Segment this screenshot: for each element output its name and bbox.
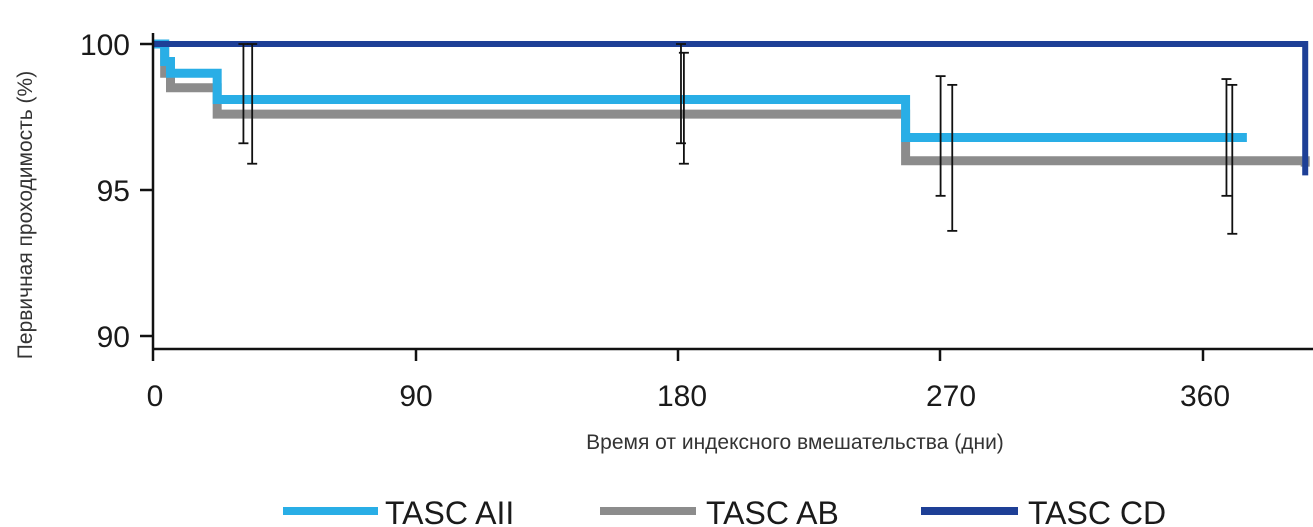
x-ticks: 0 90 180 270 360 (147, 349, 1230, 413)
legend-label-tasc-aii: TASC AII (385, 495, 514, 527)
x-axis-title: Время от индексного вмешательства (дни) (586, 431, 1004, 454)
legend-label-tasc-ab: TASC AB (706, 495, 839, 527)
error-bar (678, 51, 689, 165)
axes (151, 33, 1313, 351)
error-bar (947, 83, 958, 232)
legend-item-tasc-cd: TASC CD (921, 495, 1166, 527)
series-line-tasc-ab (153, 39, 1310, 167)
error-bar (1221, 78, 1232, 197)
legend-item-tasc-ab: TASC AB (600, 495, 839, 527)
x-tick-label-180: 180 (657, 380, 707, 413)
y-tick-label-95: 95 (97, 175, 130, 208)
error-bar (247, 43, 258, 165)
x-tick-label-360: 360 (1180, 380, 1230, 413)
error-bar (1227, 83, 1238, 235)
x-tick-label-90: 90 (399, 380, 432, 413)
y-tick-label-90: 90 (97, 321, 130, 354)
x-tick-label-270: 270 (926, 380, 976, 413)
y-axis-title: Первичная проходимость (%) (14, 71, 37, 359)
legend-label-tasc-cd: TASC CD (1028, 495, 1166, 527)
series-line-tasc-cd (153, 41, 1309, 176)
error-bars (238, 43, 1238, 235)
y-ticks: 100 95 90 (80, 29, 153, 354)
error-bar (238, 43, 249, 145)
error-bar (935, 75, 946, 197)
legend-item-tasc-aii: TASC AII (283, 495, 514, 527)
legend: TASC AII TASC AB TASC CD (283, 495, 1166, 527)
y-tick-label-100: 100 (80, 29, 130, 62)
plot-lines (153, 39, 1310, 176)
series-line-tasc-aii (153, 39, 1247, 142)
x-tick-label-0: 0 (147, 380, 164, 413)
